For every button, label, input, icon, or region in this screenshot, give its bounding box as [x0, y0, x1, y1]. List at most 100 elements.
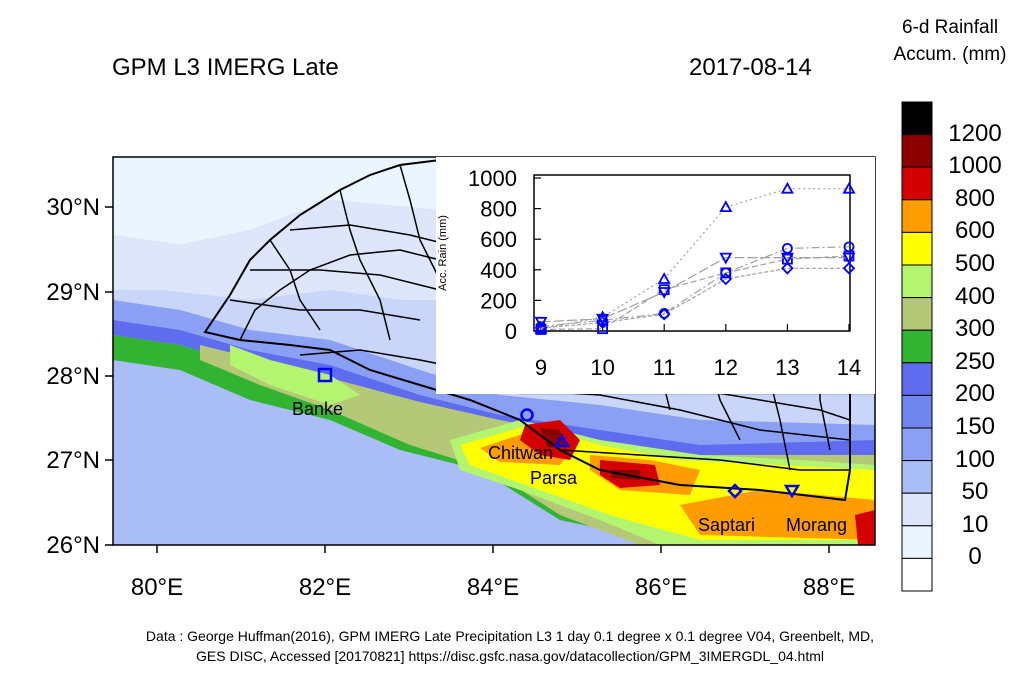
colorbar — [901, 101, 933, 592]
inset-point-circle — [843, 241, 855, 253]
inset-y-tick-label: 1000 — [468, 166, 517, 191]
colorbar-title: 6-d Rainfall Accum. (mm) — [880, 14, 1020, 68]
colorbar-level-label: 50 — [961, 478, 989, 506]
colorbar-level-label: 200 — [954, 380, 996, 408]
inset-series — [534, 181, 856, 335]
colorbar-title-line1: 6-d Rainfall — [901, 17, 999, 38]
inset-y-tick-label: 0 — [505, 319, 517, 344]
inset-series-line — [540, 255, 850, 331]
inset-point-triangle-up — [596, 310, 610, 323]
inset-point-triangle-down — [842, 252, 856, 265]
lat-label-30: 30°N — [46, 194, 100, 221]
lat-label-26: 26°N — [46, 532, 100, 559]
inset-point-triangle-up — [719, 200, 733, 213]
inset-point-triangle-down — [719, 252, 733, 265]
colorbar-swatch — [901, 557, 933, 592]
lon-label-86: 86°E — [634, 574, 688, 601]
saptari-diamond-marker — [727, 483, 743, 499]
parsa-triangle-marker — [553, 433, 571, 448]
colorbar-level-label: 0 — [968, 543, 982, 571]
colorbar-swatch — [901, 199, 933, 233]
colorbar-swatch — [901, 525, 933, 559]
inset-point-diamond — [719, 272, 733, 286]
colorbar-level-label: 150 — [954, 413, 996, 440]
station-label-banke: Banke — [292, 399, 343, 419]
map-title: GPM L3 IMERG Late — [112, 54, 339, 81]
inset-ticks: 9 10 11 12 13 14 0 200 400 600 800 1000 — [468, 166, 861, 380]
colorbar-swatch — [901, 394, 933, 429]
station-markers — [317, 367, 801, 499]
inset-y-tick-label: 200 — [480, 288, 517, 313]
colorbar-swatch — [901, 134, 933, 168]
colorbar-swatch — [901, 166, 933, 201]
inset-series-line — [540, 257, 849, 323]
colorbar-swatch — [901, 492, 933, 527]
map-date: 2017-08-14 — [689, 54, 812, 81]
lon-label-88: 88°E — [802, 574, 856, 601]
colorbar-level-label: 10 — [961, 510, 989, 538]
colorbar-level-label: 400 — [954, 282, 996, 310]
inset-chart: 9 10 11 12 13 14 0 200 400 600 800 1000 Acc. Rain (… — [436, 157, 875, 394]
colorbar-swatch — [901, 264, 933, 299]
colorbar-level-label: 300 — [954, 315, 996, 343]
inset-y-tick-label: 800 — [480, 197, 517, 222]
inset-y-axis-label: Acc. Rain (mm) — [437, 215, 449, 291]
station-labels: Banke Chitwan Parsa Saptari Morang — [292, 399, 847, 535]
inset-point-triangle-down — [780, 252, 794, 265]
colorbar-level-label: 500 — [954, 250, 996, 277]
banke-square-marker — [317, 367, 333, 383]
lon-label-80: 80°E — [130, 574, 184, 601]
colorbar-swatch — [901, 427, 933, 462]
lat-label-29: 29°N — [46, 279, 100, 306]
morang-triangle-down-marker — [783, 484, 801, 499]
inset-point-diamond — [596, 316, 609, 329]
inset-x-tick-label: 11 — [653, 355, 676, 380]
inset-point-diamond — [534, 321, 548, 335]
colorbar-level-label: 1000 — [948, 152, 1002, 180]
inset-point-circle — [720, 267, 732, 279]
inset-x-tick-label: 13 — [775, 355, 799, 380]
inset-point-triangle-down — [596, 313, 610, 326]
lat-label-27: 27°N — [46, 447, 100, 474]
citation-line1: Data : George Huffman(2016), GPM IMERG L… — [145, 628, 875, 644]
lat-label-28: 28°N — [46, 363, 100, 390]
colorbar-swatch — [901, 297, 933, 331]
inset-x-tick-label: 10 — [590, 355, 614, 380]
inset-series-line — [540, 267, 849, 329]
colorbar-swatch — [901, 460, 933, 494]
map-ticks — [105, 206, 830, 553]
colorbar-swatch — [901, 101, 933, 136]
inset-background — [436, 157, 875, 394]
colorbar-level-label: 250 — [954, 347, 996, 375]
inset-point-diamond — [842, 262, 856, 275]
colorbar-swatch — [901, 362, 933, 396]
inset-point-triangle-up — [842, 181, 856, 194]
inset-point-triangle-down — [534, 316, 548, 329]
inset-x-tick-label: 12 — [714, 355, 738, 380]
colorbar-level-label: 100 — [954, 445, 996, 473]
inset-point-diamond — [657, 307, 671, 321]
lon-label-84: 84°E — [466, 574, 520, 601]
inset-y-tick-label: 600 — [480, 227, 517, 252]
inset-point-triangle-up — [780, 181, 794, 194]
lon-label-82: 82°E — [298, 574, 352, 601]
inset-point-diamond — [781, 262, 794, 275]
chitwan-circle-marker — [520, 408, 534, 422]
inset-point-triangle-up — [657, 272, 671, 284]
colorbar-level-label: 600 — [954, 217, 996, 245]
colorbar-title-line2: Accum. (mm) — [893, 44, 1007, 65]
citation-line2: GES DISC, Accessed [20170821] https://di… — [196, 648, 824, 664]
data-citation: Data : George Huffman(2016), GPM IMERG L… — [0, 626, 1020, 666]
inset-x-tick-label: 14 — [837, 355, 861, 380]
colorbar-level-label: 1200 — [948, 119, 1002, 147]
inset-series-line — [540, 246, 850, 327]
inset-y-tick-label: 400 — [480, 258, 517, 283]
station-label-saptari: Saptari — [698, 515, 755, 535]
inset-x-tick-label: 9 — [535, 355, 547, 380]
colorbar-level-label: 800 — [954, 184, 996, 212]
colorbar-swatch — [901, 231, 933, 266]
colorbar-swatch — [901, 329, 933, 364]
station-label-chitwan: Chitwan — [488, 443, 553, 463]
inset-point-triangle-down — [657, 287, 671, 299]
